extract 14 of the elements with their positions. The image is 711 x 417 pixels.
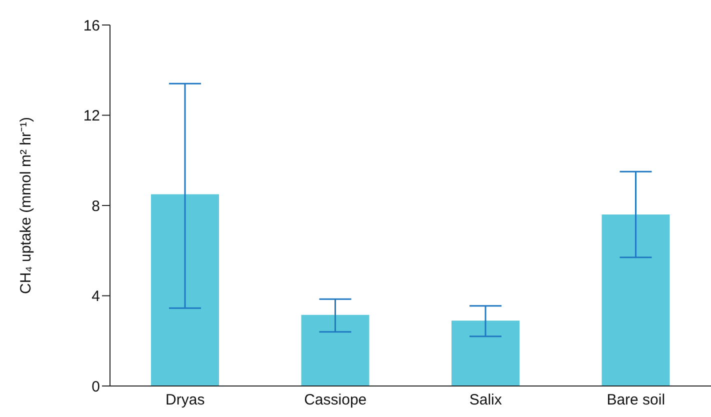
y-tick-label: 4 xyxy=(92,288,100,306)
x-tick-label: Salix xyxy=(469,392,502,409)
y-tick-label: 16 xyxy=(83,17,100,34)
y-tick-label: 12 xyxy=(83,108,100,125)
bar xyxy=(151,194,219,386)
x-tick-label: Bare soil xyxy=(606,392,666,409)
bar xyxy=(301,314,370,386)
x-tick-label: Dryas xyxy=(166,392,205,409)
y-axis-title: CH₄ uptake (mmol m² hr⁻¹) xyxy=(17,117,34,294)
bar xyxy=(452,320,520,386)
bar xyxy=(602,214,670,386)
x-tick-label: Cassiope xyxy=(304,392,367,409)
y-tick-label: 8 xyxy=(92,198,100,215)
y-tick-label: 0 xyxy=(92,378,100,396)
